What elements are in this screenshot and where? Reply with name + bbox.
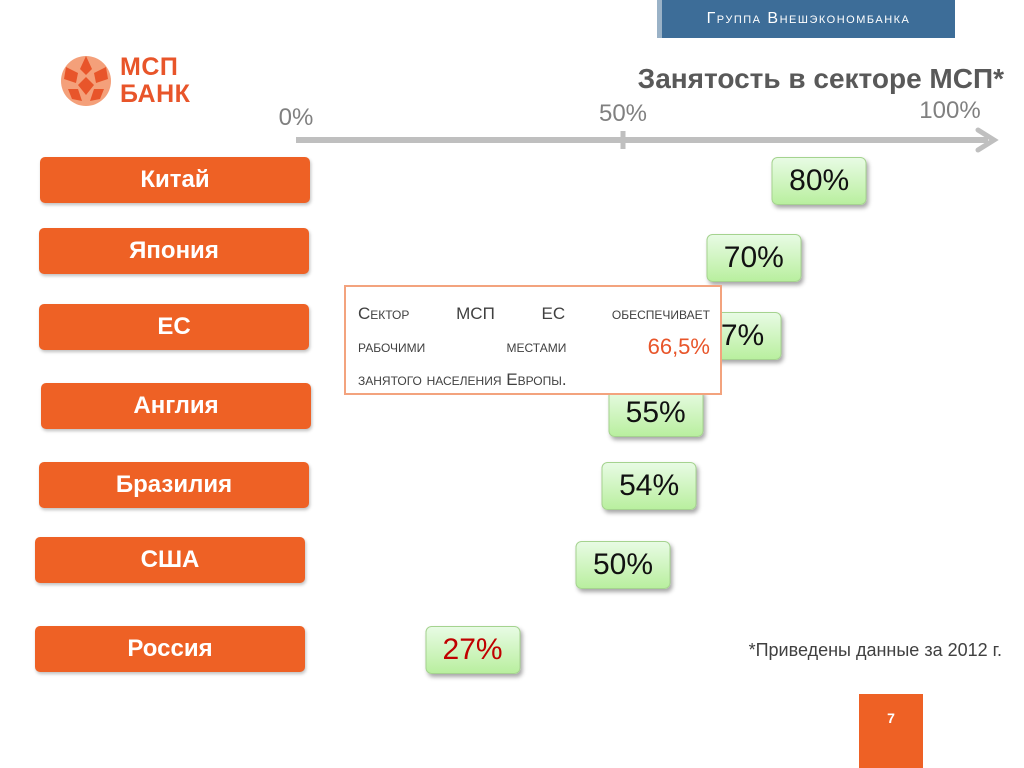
note-word: рабочими (358, 337, 426, 356)
note-word: обеспечивает (611, 304, 710, 323)
note-word: Сектор (358, 304, 410, 323)
logo-line-2: БАНК (120, 80, 191, 108)
country-label: Китай (40, 157, 310, 203)
logo-line-1: МСП (120, 53, 179, 81)
country-label: Англия (41, 383, 311, 429)
group-name: Группа Внешэкономбанка (706, 10, 911, 27)
logo-wordmark: МСП БАНК (120, 54, 190, 108)
note-line-3-text: занятого населения Европы. (358, 370, 567, 389)
value-badge: 50% (575, 541, 671, 589)
note-highlight-value: 66,5% (647, 334, 710, 359)
msp-bank-logo-icon (61, 56, 111, 106)
country-label: Россия (35, 626, 305, 672)
value-badge: 54% (601, 462, 697, 510)
axis-tick-label: 100% (919, 97, 981, 124)
country-label: США (35, 537, 305, 583)
note-word: местами (506, 337, 567, 356)
country-label: ЕС (39, 304, 309, 350)
note-word: ЕС (541, 304, 566, 323)
axis-tick-label: 50% (598, 100, 648, 127)
page-title: Занятость в секторе МСП* (637, 63, 1004, 94)
note-line-3: занятого населения Европы. (358, 363, 710, 396)
note-box: Сектор МСП ЕС обеспечивает рабочими мест… (344, 285, 722, 395)
note-word: МСП (456, 304, 495, 323)
value-badge: 55% (608, 389, 704, 437)
value-badge: 27% (425, 626, 521, 674)
value-badge: 70% (706, 234, 802, 282)
axis-tick-label: 0% (278, 104, 314, 131)
country-label: Бразилия (39, 462, 309, 508)
axis-arrow-icon (975, 127, 999, 153)
page-number: 7 (859, 694, 923, 768)
country-label: Япония (39, 228, 309, 274)
note-line-1: Сектор МСП ЕС обеспечивает (358, 297, 710, 330)
value-badge: 80% (771, 157, 867, 205)
footnote: *Приведены данные за 2012 г. (748, 640, 1002, 660)
note-line-2: рабочими местами 66,5% (358, 330, 710, 363)
group-banner: Группа Внешэкономбанка (657, 0, 955, 38)
